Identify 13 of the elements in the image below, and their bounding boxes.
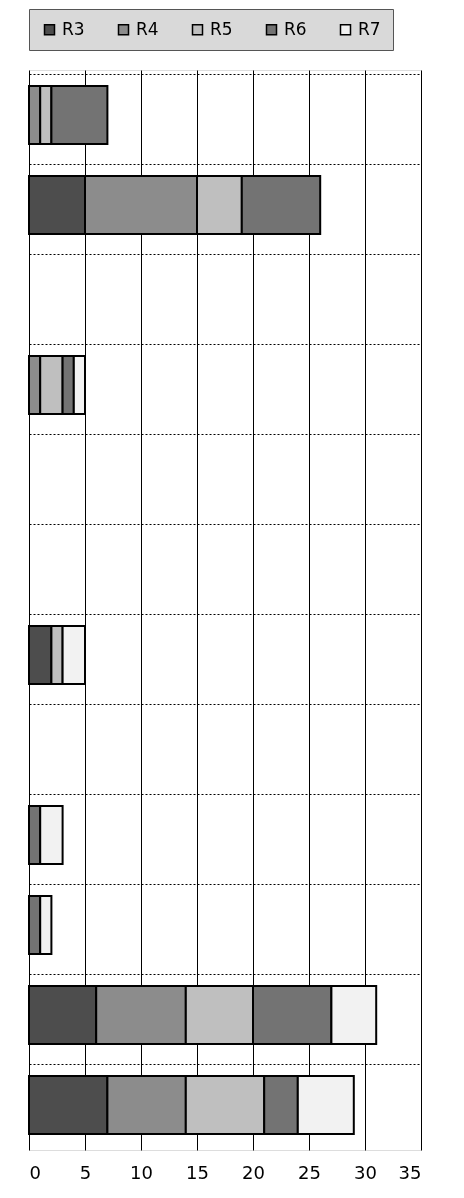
x-tick-label: 15 (186, 1161, 209, 1183)
legend-label: R3 (62, 18, 85, 39)
legend-label: R4 (136, 18, 159, 39)
x-tick-label: 30 (354, 1161, 377, 1183)
legend-label: R7 (358, 18, 381, 39)
x-tick-label: 25 (298, 1161, 321, 1183)
x-tick-label: 35 (398, 1161, 422, 1183)
x-tick-label: 0 (29, 1161, 41, 1183)
legend-label: R5 (210, 18, 233, 39)
x-tick-label: 10 (130, 1161, 153, 1183)
legend-label: R6 (284, 18, 307, 39)
x-tick-label: 20 (242, 1161, 265, 1183)
x-tick-label: 5 (79, 1161, 92, 1183)
